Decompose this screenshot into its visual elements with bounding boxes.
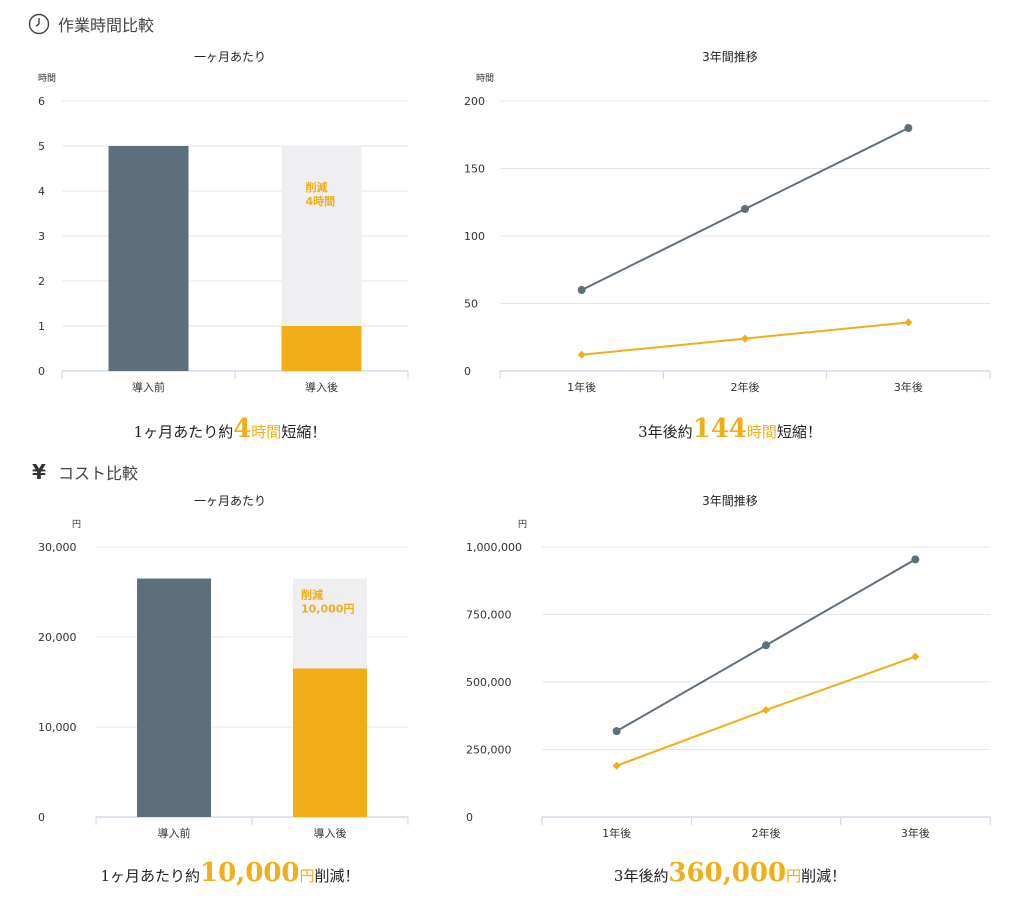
y-axis-label: 時間 xyxy=(476,73,494,84)
y-tick-label: 3 xyxy=(38,230,45,243)
y-tick-label: 750,000 xyxy=(466,609,512,622)
data-point-after xyxy=(904,318,913,327)
section-title-text: 作業時間比較 xyxy=(58,16,155,35)
summary-time-3yr: 3年後約144時間短縮！ xyxy=(638,414,822,444)
summary-cost-month: 1ヶ月あたり約10,000円削減！ xyxy=(100,858,360,888)
reduction-area xyxy=(281,146,362,326)
bar-after xyxy=(281,326,362,371)
x-tick-label: 3年後 xyxy=(901,826,930,840)
reduction-label-line2: 4時間 xyxy=(306,194,336,208)
data-point-before xyxy=(612,727,621,736)
data-point-after xyxy=(762,706,770,715)
y-tick-label: 0 xyxy=(38,365,45,378)
y-tick-label: 0 xyxy=(464,365,471,378)
y-tick-label: 5 xyxy=(38,140,45,153)
y-tick-label: 10,000 xyxy=(38,721,77,734)
y-tick-label: 0 xyxy=(38,811,45,824)
y-tick-label: 150 xyxy=(464,163,485,176)
chart-cost-3yr: 円 0 250,000 500,000 750,000 1,000,000 1年後 2年後 3年… xyxy=(466,519,991,840)
data-point-after xyxy=(612,761,621,770)
chart-title-time-3yr: 3年間推移 xyxy=(702,50,758,64)
reduction-label-line2: 10,000円 xyxy=(301,602,354,615)
y-tick-label: 50 xyxy=(464,298,478,311)
y-tick-label: 2 xyxy=(38,275,45,288)
x-tick-label: 2年後 xyxy=(752,826,781,840)
bar-after xyxy=(293,668,367,817)
data-point-after xyxy=(911,652,920,661)
data-point-before xyxy=(741,205,749,213)
y-tick-label: 100 xyxy=(464,230,485,243)
bar-before xyxy=(137,578,211,817)
x-tick-label: 導入前 xyxy=(132,380,165,394)
y-tick-label: 250,000 xyxy=(466,744,512,757)
y-tick-label: 1 xyxy=(38,320,45,333)
chart-title-time-month: 一ヶ月あたり xyxy=(193,50,266,64)
chart-title-cost-3yr: 3年間推移 xyxy=(702,494,758,508)
x-tick-label: 導入前 xyxy=(158,826,191,840)
data-point-before xyxy=(577,286,586,294)
data-point-after xyxy=(577,350,586,359)
reduction-label-line1: 削減 xyxy=(306,180,328,194)
x-tick-label: 1年後 xyxy=(567,380,596,394)
clock-icon xyxy=(28,13,50,35)
reduction-label-line1: 削減 xyxy=(301,587,323,601)
y-axis-label: 円 xyxy=(72,519,81,530)
section-title-cost: ¥ コスト比較 xyxy=(28,460,138,484)
chart-time-3yr: 時間 0 50 100 150 200 1年後 2年後 3年後 xyxy=(464,73,991,394)
y-tick-label: 0 xyxy=(466,811,473,824)
y-tick-label: 200 xyxy=(464,95,485,108)
data-point-before xyxy=(911,555,920,564)
data-point-before xyxy=(904,124,913,132)
summary-cost-3yr: 3年後約360,000円削減！ xyxy=(613,858,847,888)
x-tick-label: 1年後 xyxy=(602,826,631,840)
data-point-before xyxy=(762,641,770,650)
section-title-time: 作業時間比較 xyxy=(28,12,154,36)
y-tick-label: 20,000 xyxy=(38,631,77,644)
y-axis-label: 円 xyxy=(518,519,527,530)
yen-icon: ¥ xyxy=(32,460,46,484)
x-tick-label: 導入後 xyxy=(314,826,347,840)
x-tick-label: 3年後 xyxy=(894,380,923,394)
y-axis-label: 時間 xyxy=(38,73,56,84)
chart-title-cost-month: 一ヶ月あたり xyxy=(193,494,266,508)
y-tick-label: 4 xyxy=(38,185,45,198)
y-tick-label: 30,000 xyxy=(38,541,77,554)
bar-before xyxy=(108,146,189,371)
x-tick-label: 2年後 xyxy=(731,380,760,394)
y-tick-label: 1,000,000 xyxy=(466,541,522,554)
y-tick-label: 500,000 xyxy=(466,676,512,689)
x-tick-label: 導入後 xyxy=(305,380,338,394)
section-title-text: コスト比較 xyxy=(58,464,139,483)
y-tick-label: 6 xyxy=(38,95,45,108)
summary-time-month: 1ヶ月あたり約4時間短縮！ xyxy=(133,414,327,444)
reduction-area xyxy=(293,578,367,669)
data-point-after xyxy=(741,334,749,343)
